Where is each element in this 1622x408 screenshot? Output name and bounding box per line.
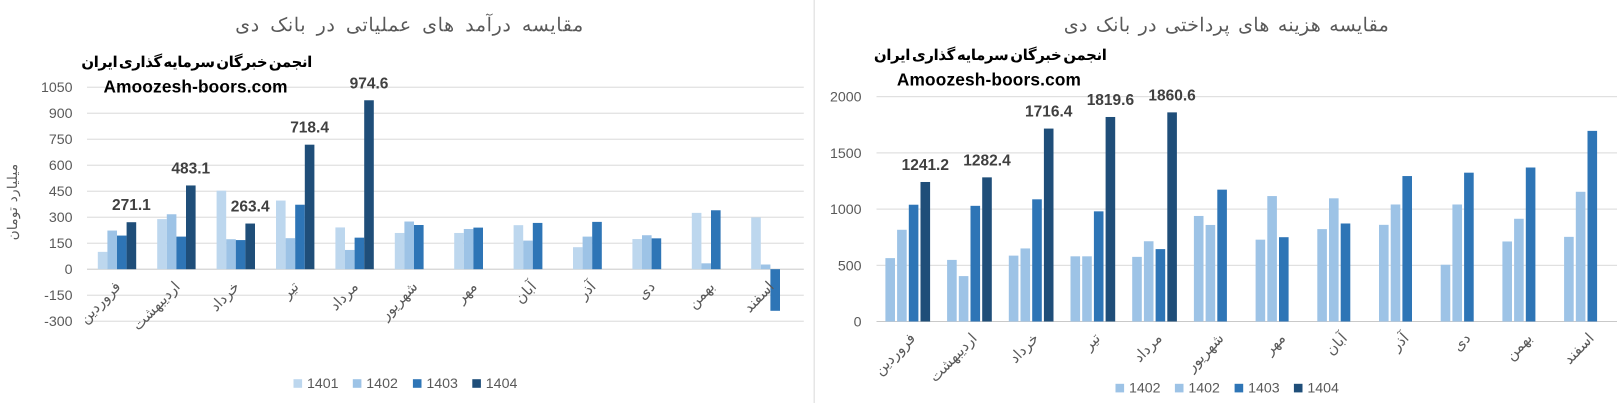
svg-text:1282.4: 1282.4 <box>963 152 1011 169</box>
svg-text:1402: 1402 <box>366 376 398 392</box>
svg-text:300: 300 <box>49 210 73 226</box>
svg-text:-300: -300 <box>44 314 73 330</box>
svg-text:974.6: 974.6 <box>350 75 389 92</box>
svg-text:1716.4: 1716.4 <box>1025 104 1073 121</box>
svg-text:1860.6: 1860.6 <box>1148 87 1196 104</box>
svg-text:483.1: 483.1 <box>171 161 210 178</box>
svg-text:1402: 1402 <box>1129 380 1161 396</box>
svg-text:1401: 1401 <box>307 376 339 392</box>
svg-text:718.4: 718.4 <box>290 120 329 137</box>
svg-text:Amoozesh-boors.com: Amoozesh-boors.com <box>897 69 1081 89</box>
svg-text:271.1: 271.1 <box>112 197 151 214</box>
svg-text:0: 0 <box>65 262 73 278</box>
svg-text:600: 600 <box>49 158 73 174</box>
svg-text:900: 900 <box>49 106 73 122</box>
svg-text:1000: 1000 <box>830 202 862 218</box>
svg-text:1241.2: 1241.2 <box>902 157 949 174</box>
svg-text:750: 750 <box>49 132 73 148</box>
svg-text:1819.6: 1819.6 <box>1087 92 1135 109</box>
svg-text:150: 150 <box>49 236 73 252</box>
svg-text:263.4: 263.4 <box>231 199 270 216</box>
svg-text:450: 450 <box>49 184 73 200</box>
svg-text:1403: 1403 <box>426 376 458 392</box>
svg-text:500: 500 <box>838 258 862 274</box>
svg-text:1403: 1403 <box>1248 380 1280 396</box>
svg-text:2000: 2000 <box>830 90 862 106</box>
svg-text:1404: 1404 <box>1307 380 1339 396</box>
svg-text:1050: 1050 <box>41 80 73 96</box>
svg-text:1402: 1402 <box>1188 380 1220 396</box>
svg-text:0: 0 <box>854 315 862 331</box>
svg-text:1404: 1404 <box>486 376 518 392</box>
svg-text:1500: 1500 <box>830 146 862 162</box>
svg-text:-150: -150 <box>44 288 73 304</box>
svg-text:Amoozesh-boors.com: Amoozesh-boors.com <box>104 76 288 96</box>
